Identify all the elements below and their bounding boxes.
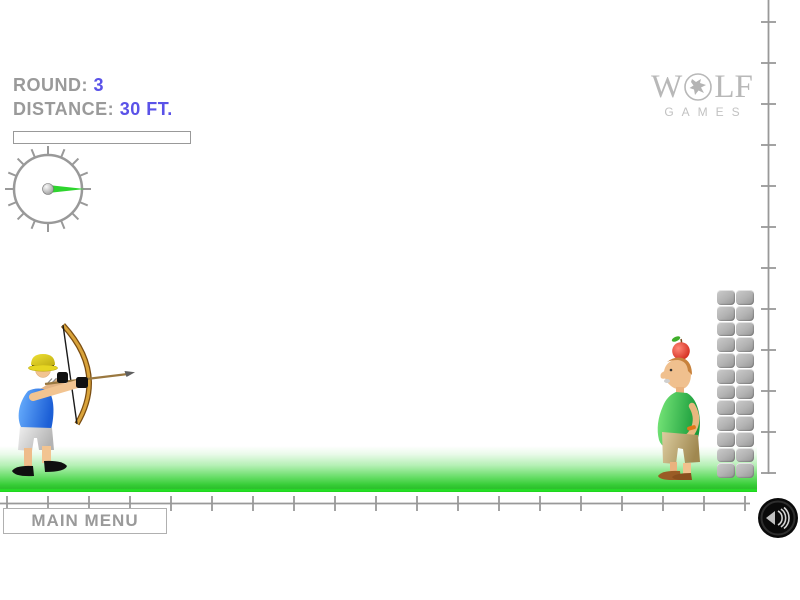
target-eye — [669, 368, 673, 372]
main-menu-button[interactable]: MAIN MENU — [3, 508, 167, 534]
stone-block — [736, 384, 754, 400]
stone-block — [736, 463, 754, 478]
logo-subtitle: GAMES — [664, 105, 748, 119]
archer-shirt — [18, 388, 54, 430]
stone-block — [717, 353, 735, 368]
logo-prefix: W — [651, 69, 683, 105]
archer-rear-glove — [57, 372, 68, 383]
stone-block — [736, 431, 754, 447]
target-neck — [676, 387, 684, 394]
stone-block — [736, 368, 754, 384]
target-hair — [667, 357, 692, 375]
stone-block — [717, 321, 735, 337]
stone-block-tower — [717, 290, 754, 478]
stone-block — [717, 463, 735, 478]
round-value: 3 — [93, 75, 105, 95]
stone-block — [736, 290, 754, 305]
aim-gauge — [5, 146, 91, 232]
apple — [672, 342, 690, 360]
stone-block — [736, 416, 754, 431]
target-mustache — [664, 379, 670, 383]
hat-brim — [28, 364, 58, 372]
archer-shorts — [18, 427, 54, 451]
hud: ROUND: 3 DISTANCE: 30 FT. — [13, 73, 173, 121]
stone-block — [717, 416, 735, 431]
grass-ground — [0, 446, 757, 492]
target-man-sprite — [657, 336, 700, 480]
target-head — [663, 359, 691, 390]
bow-string — [62, 324, 78, 425]
apple-leaf — [671, 336, 681, 342]
archer-left-leg — [24, 448, 32, 466]
logo-wordmark: W LF — [644, 70, 760, 104]
archer-front-arm — [29, 378, 88, 401]
power-meter — [13, 131, 191, 144]
target-shorts — [662, 432, 700, 464]
stone-block — [736, 400, 754, 415]
archer-front-glove — [76, 377, 88, 388]
stone-block — [717, 384, 735, 400]
speaker-icon — [766, 506, 790, 530]
stone-block — [736, 353, 754, 368]
stone-block — [736, 447, 754, 463]
stone-block — [736, 305, 754, 321]
right-ruler — [761, 0, 776, 474]
bow-wood — [61, 323, 91, 425]
gauge-ball — [42, 183, 54, 195]
sound-button-circle — [758, 498, 798, 538]
arrow-head — [124, 371, 135, 377]
round-label: ROUND: — [13, 75, 88, 95]
stone-block — [736, 321, 754, 337]
stone-block — [717, 368, 735, 384]
round-line: ROUND: 3 — [13, 73, 173, 97]
archer-right-leg — [42, 446, 51, 463]
distance-value: 30 FT. — [119, 99, 173, 119]
sound-toggle-button[interactable] — [756, 496, 800, 540]
target-nose — [660, 371, 667, 379]
gauge-needle — [48, 185, 85, 193]
stone-block — [717, 337, 735, 352]
target-wristband — [687, 425, 696, 431]
hat-dome — [31, 354, 55, 365]
target-back-shoe — [672, 473, 692, 480]
gauge-ticks — [5, 146, 91, 232]
stone-block — [717, 447, 735, 463]
distance-label: DISTANCE: — [13, 99, 115, 119]
sound-button-ring — [760, 500, 796, 536]
archer-left-shoe — [12, 465, 34, 477]
archer-sprite — [12, 323, 135, 477]
wolf-icon — [684, 73, 713, 101]
target-right-leg — [683, 463, 691, 474]
target-left-leg — [670, 462, 677, 473]
stone-block — [717, 305, 735, 321]
wolf-games-logo: W LF GAMES — [644, 70, 760, 119]
logo-suffix: LF — [714, 69, 753, 105]
stone-block — [717, 290, 735, 305]
stone-block — [736, 337, 754, 352]
archer-right-shoe — [44, 460, 67, 472]
stone-block — [717, 400, 735, 415]
distance-line: DISTANCE: 30 FT. — [13, 97, 173, 121]
stone-block — [717, 431, 735, 447]
